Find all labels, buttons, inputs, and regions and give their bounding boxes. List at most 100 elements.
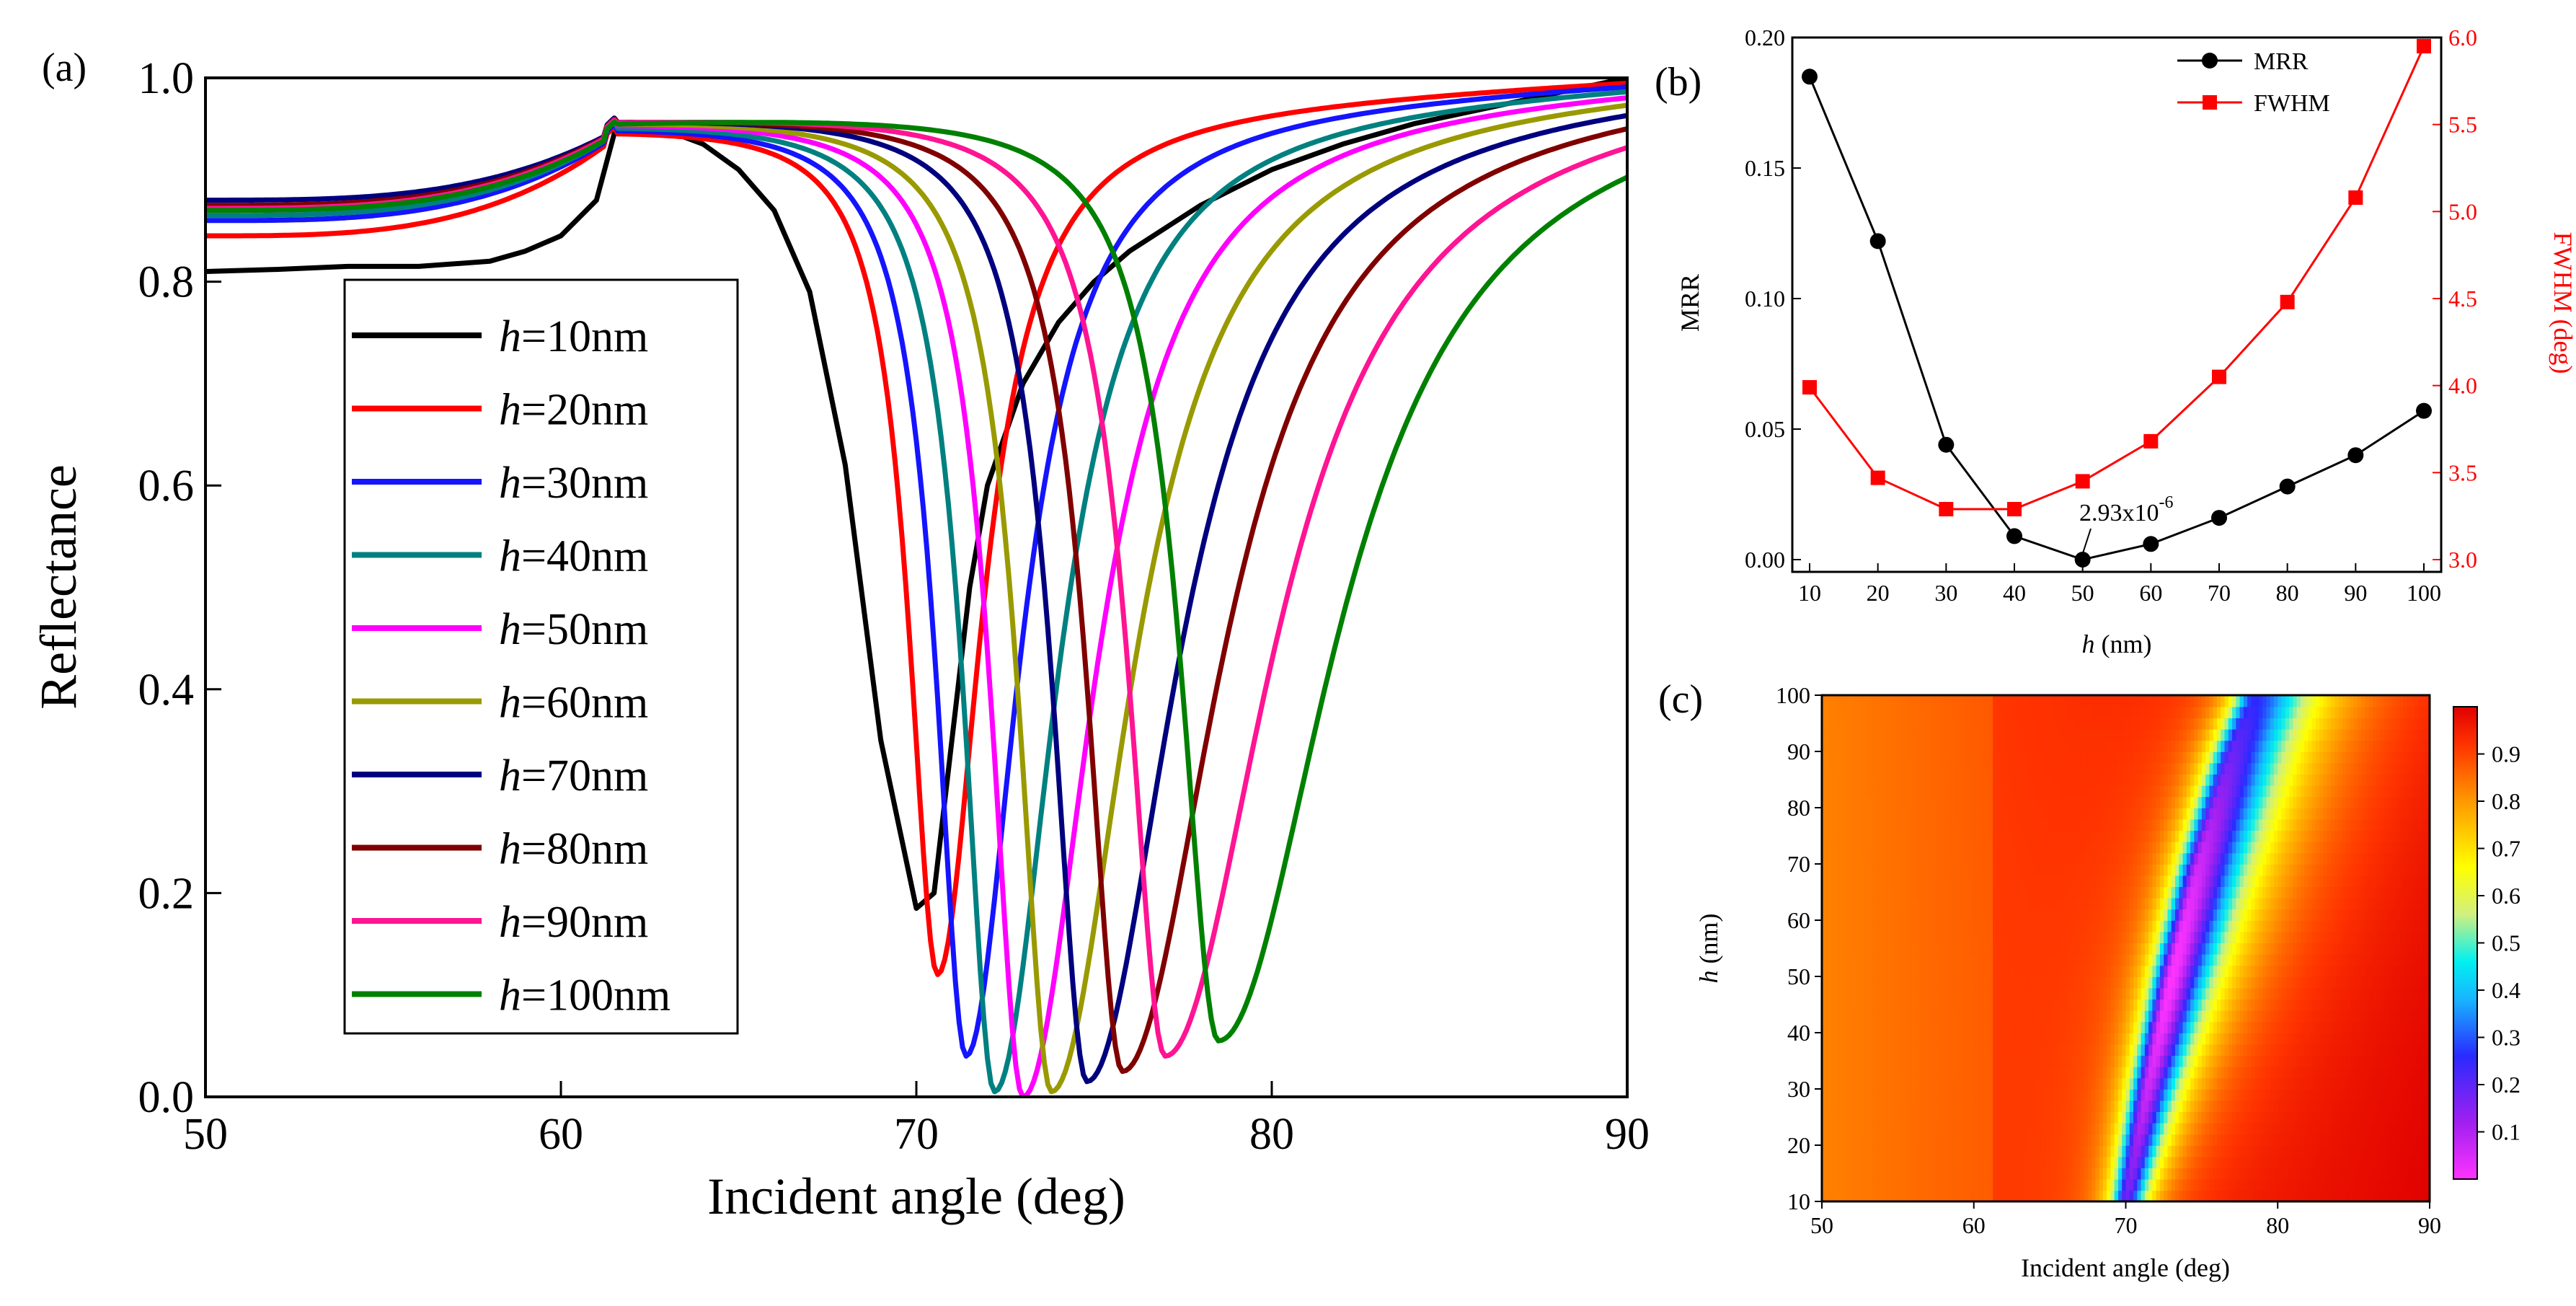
c-cell (2232, 909, 2237, 921)
c-cell (2171, 999, 2176, 1011)
c-cell (2107, 864, 2112, 876)
c-cell (1916, 1156, 1921, 1168)
c-cell (1822, 1134, 1827, 1146)
c-cell (2080, 999, 2085, 1011)
c-cell (2194, 1010, 2199, 1023)
c-cell (2201, 1111, 2206, 1124)
c-cell (2414, 931, 2419, 943)
c-cell (1978, 852, 1983, 865)
c-cell (2407, 1134, 2412, 1146)
c-cell (2319, 1077, 2324, 1090)
c-cell (2357, 1168, 2362, 1180)
c-cell (2061, 1156, 2066, 1168)
c-cell (1848, 976, 1853, 989)
c-cell (1970, 1044, 1975, 1056)
c-cell (1886, 1055, 1891, 1067)
c-cell (2050, 1190, 2055, 1201)
c-cell (2273, 1178, 2279, 1191)
c-cell (2221, 886, 2226, 899)
c-cell (2156, 999, 2161, 1011)
c-cell (2011, 1178, 2017, 1191)
c-cell (2205, 1100, 2210, 1112)
c-cell (1958, 1145, 1963, 1157)
c-cell (2384, 1111, 2389, 1124)
c-cell (1909, 1122, 1914, 1135)
c-cell (1829, 1122, 1834, 1135)
c-cell (1993, 920, 1998, 932)
c-cell (2391, 1010, 2396, 1023)
c-cell (1875, 1145, 1880, 1157)
c-cell (1890, 897, 1895, 910)
c-cell (2368, 976, 2373, 989)
c-cell (1920, 886, 1926, 899)
c-cell (1867, 897, 1872, 910)
c-cell (1890, 920, 1895, 932)
c-cell (2353, 953, 2358, 966)
c-cell (2365, 931, 2370, 943)
c-cell (2186, 1044, 2191, 1056)
c-cell (2171, 1021, 2176, 1033)
c-cell (2270, 886, 2275, 899)
c-cell (2015, 1044, 2020, 1056)
c-cell (2110, 931, 2115, 943)
c-cell (2384, 1089, 2389, 1101)
c-cell (2159, 1033, 2164, 1045)
c-cell (1867, 886, 1872, 899)
c-cell (1988, 1156, 1993, 1168)
c-cell (1848, 1077, 1853, 1090)
c-cell (2102, 886, 2107, 899)
c-cell (2327, 1055, 2332, 1067)
c-cell (2174, 1066, 2180, 1079)
c-cell (2156, 1055, 2161, 1067)
c-cell (1856, 1055, 1861, 1067)
c-cell (1894, 852, 1899, 865)
c-cell (2247, 976, 2252, 989)
c-cell (2266, 953, 2271, 966)
c-cell (1966, 897, 1971, 910)
c-cell (1943, 1134, 1948, 1146)
c-cell (2156, 965, 2161, 977)
c-cell (2236, 1145, 2241, 1157)
c-cell (2308, 965, 2313, 977)
c-cell (2053, 1066, 2058, 1079)
c-cell (1931, 1178, 1937, 1191)
c-cell (1928, 864, 1933, 876)
c-cell (1822, 1066, 1827, 1079)
c-cell (1985, 1066, 1990, 1079)
c-cell (1947, 1122, 1952, 1135)
c-cell (1958, 1021, 1963, 1033)
c-cell (2179, 897, 2184, 910)
c-cell (2156, 1111, 2161, 1124)
c-cell (2258, 920, 2263, 932)
c-cell (1829, 875, 1834, 887)
c-cell (2038, 1089, 2043, 1101)
c-cell (2334, 987, 2340, 1000)
c-cell (1905, 1122, 1910, 1135)
c-cell (2190, 1100, 2195, 1112)
c-cell (2023, 886, 2028, 899)
c-cell (2137, 1021, 2142, 1033)
c-cell (2376, 1066, 2381, 1079)
c-cell (2050, 1077, 2055, 1090)
c-cell (1822, 1044, 1827, 1056)
c-cell (1916, 1178, 1921, 1191)
c-cell (2247, 886, 2252, 899)
c-cell (1916, 987, 1921, 1000)
c-cell (2243, 897, 2248, 910)
c-cell (2418, 920, 2423, 932)
c-cell (2273, 864, 2279, 876)
c-cell (1844, 1190, 1849, 1201)
c-cell (2236, 1111, 2241, 1124)
c-cell (1962, 875, 1968, 887)
c-cell (2201, 1077, 2206, 1090)
c-cell (2144, 1190, 2149, 1201)
c-cell (1856, 1178, 1861, 1191)
c-cell (2407, 886, 2412, 899)
c-cell (2422, 1134, 2427, 1146)
c-cell (1879, 1134, 1884, 1146)
c-cell (1909, 976, 1914, 989)
c-cell (2315, 1044, 2321, 1056)
c-cell (1856, 886, 1861, 899)
c-cell (2015, 886, 2020, 899)
c-cell (2095, 1055, 2100, 1067)
